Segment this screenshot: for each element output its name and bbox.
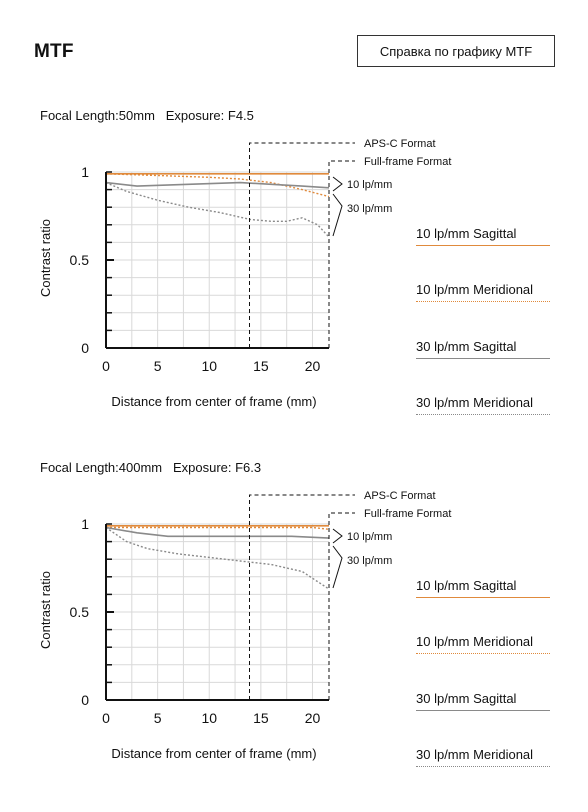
apsc-format-marker [249, 494, 355, 700]
apsc-format-label: APS-C Format [364, 490, 436, 502]
legend-30-meridional: 30 lp/mm Meridional [416, 395, 550, 415]
x-tick-label: 0 [102, 358, 110, 374]
series-10-lp-mm-meridional [105, 173, 330, 198]
y-tick-label: 0 [81, 692, 89, 708]
bracket-10lpmm [332, 176, 343, 192]
y-axis-label: Contrast ratio [38, 571, 53, 649]
legend-30-sagittal: 30 lp/mm Sagittal [416, 691, 550, 711]
y-tick-label: 0.5 [70, 252, 90, 268]
chart-heading: Focal Length:400mm Exposure: F6.3 [40, 460, 262, 475]
series-30-lp-mm-meridional [105, 181, 330, 238]
y-tick-label: 1 [81, 516, 89, 532]
legend-30-sagittal: 30 lp/mm Sagittal [416, 339, 550, 359]
fullframe-format-label: Full-frame Format [364, 156, 451, 168]
legend-10-meridional: 10 lp/mm Meridional [416, 282, 550, 302]
mtf-chart-50mm: Focal Length:50mm Exposure: F4.5 APS-C F… [0, 108, 588, 460]
mtf-chart-svg: APS-C Format Full-frame Format 10 lp/mm 30 … [38, 138, 451, 409]
legend-10-sagittal: 10 lp/mm Sagittal [416, 578, 550, 598]
legend-10-sagittal: 10 lp/mm Sagittal [416, 226, 550, 246]
chart-grid [106, 523, 329, 700]
mtf-chart-svg: APS-C Format Full-frame Format 10 lp/mm 30 … [38, 490, 451, 761]
x-tick-label: 20 [305, 710, 321, 726]
x-tick-label: 10 [201, 710, 217, 726]
bracket-10lpmm [332, 528, 343, 544]
x-axis-label: Distance from center of frame (mm) [111, 746, 316, 761]
mtf-help-button[interactable]: Справка по графику MTF [357, 35, 555, 67]
legend-30-meridional: 30 lp/mm Meridional [416, 747, 550, 767]
x-tick-label: 10 [201, 358, 217, 374]
apsc-format-marker [249, 142, 355, 348]
x-tick-label: 5 [154, 710, 162, 726]
x-axis-label: Distance from center of frame (mm) [111, 394, 316, 409]
freq-label-10lpmm: 10 lp/mm [347, 531, 392, 543]
series-30-lp-mm-sagittal [105, 526, 330, 539]
series-30-lp-mm-sagittal [105, 181, 330, 189]
y-tick-label: 0 [81, 340, 89, 356]
legend-10-meridional: 10 lp/mm Meridional [416, 634, 550, 654]
series-30-lp-mm-meridional [105, 526, 330, 590]
x-tick-label: 20 [305, 358, 321, 374]
fullframe-format-label: Full-frame Format [364, 508, 451, 520]
x-tick-label: 15 [253, 710, 269, 726]
bracket-30lpmm [332, 545, 343, 589]
apsc-format-label: APS-C Format [364, 138, 436, 150]
y-tick-label: 0.5 [70, 604, 90, 620]
freq-label-10lpmm: 10 lp/mm [347, 179, 392, 191]
chart-grid [106, 171, 329, 348]
x-tick-label: 0 [102, 710, 110, 726]
mtf-chart-400mm: Focal Length:400mm Exposure: F6.3 APS-C … [0, 460, 588, 812]
x-tick-label: 5 [154, 358, 162, 374]
page-title: MTF [34, 41, 74, 62]
fullframe-format-marker [328, 160, 355, 348]
y-axis-label: Contrast ratio [38, 219, 53, 297]
bracket-30lpmm [332, 193, 343, 237]
series-10-lp-mm-meridional [106, 526, 330, 530]
fullframe-format-marker [328, 512, 355, 700]
chart-heading: Focal Length:50mm Exposure: F4.5 [40, 108, 254, 123]
x-tick-label: 15 [253, 358, 269, 374]
freq-label-30lpmm: 30 lp/mm [347, 555, 392, 567]
freq-label-30lpmm: 30 lp/mm [347, 203, 392, 215]
y-tick-label: 1 [81, 164, 89, 180]
